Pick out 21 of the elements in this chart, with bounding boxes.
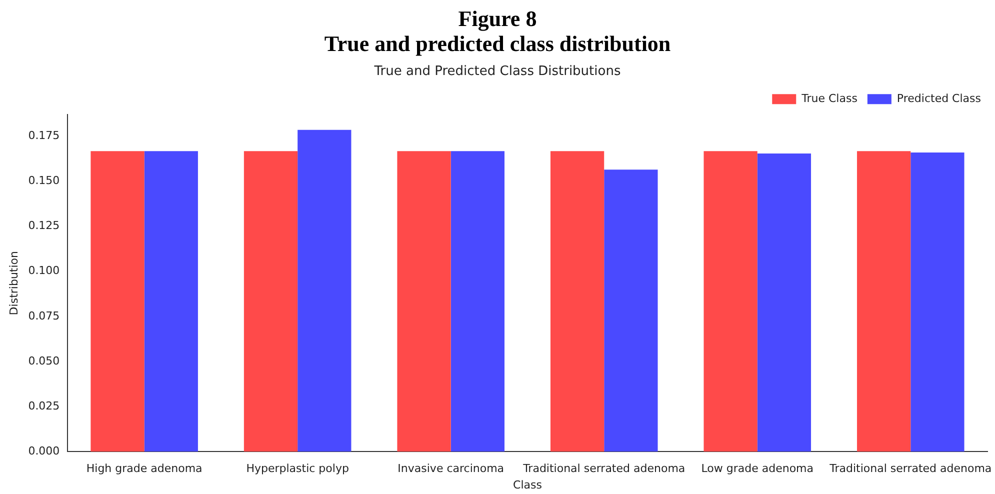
y-tick-label: 0.050: [28, 354, 60, 368]
legend-label: True Class: [800, 92, 858, 105]
text: True and predicted class distribution: [323, 31, 672, 56]
chart-title: True and Predicted Class Distributions: [373, 64, 621, 80]
y-tick-label: 0.000: [28, 444, 60, 458]
y-tick-label: 0.150: [28, 174, 60, 188]
x-tick-label: Low grade adenoma: [701, 462, 814, 476]
x-axis-title: Class: [513, 478, 542, 492]
caption: Figure 8: [457, 6, 538, 31]
legend-label: Predicted Class: [896, 92, 982, 105]
y-tick-label: 0.125: [28, 219, 60, 232]
y-axis-title: Distribution: [7, 250, 20, 316]
x-tick-label: Traditional serrated adenoma: [522, 462, 686, 476]
y-tick-label: 0.175: [28, 129, 60, 142]
x-tick-label: High grade adenoma: [86, 462, 202, 476]
y-tick-label: 0.025: [28, 399, 60, 412]
y-tick-label: 0.100: [28, 264, 60, 278]
x-tick-label: Hyperplastic polyp: [246, 462, 349, 476]
y-tick-label: 0.075: [28, 309, 60, 322]
x-tick-label: Traditional serrated adenoma: [828, 462, 992, 476]
x-tick-label: Invasive carcinoma: [398, 462, 504, 476]
